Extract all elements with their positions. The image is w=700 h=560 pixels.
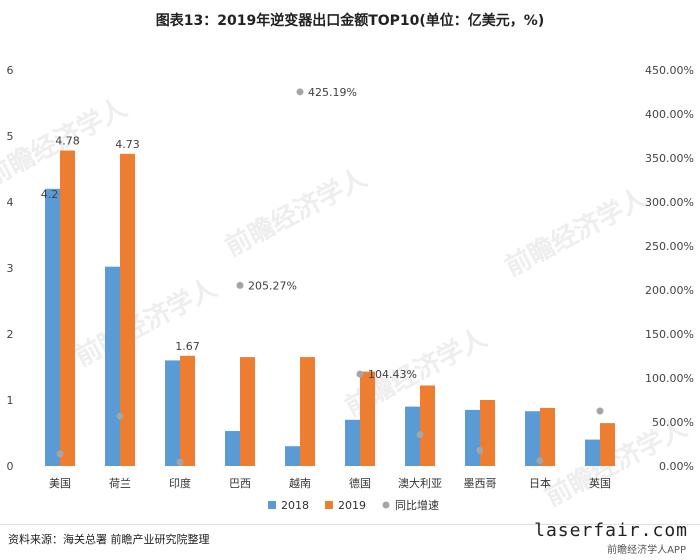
right-axis-tick-label: 200.00% [645,284,694,297]
right-axis-tick-label: 400.00% [645,108,694,121]
bar-2018 [165,360,180,466]
data-label: 104.43% [368,368,417,381]
left-axis: 0 1 2 3 4 5 6 [7,64,14,473]
growth-point [596,407,604,415]
legend-label: 2019 [338,499,366,512]
watermark-text: laserfair.com [534,520,688,541]
right-axis-tick-label: 100.00% [645,372,694,385]
growth-point [476,446,484,454]
category-label: 澳大利亚 [398,476,442,490]
bar-2019 [540,407,555,466]
data-label: 4.78 [55,135,80,148]
category-label: 荷兰 [109,477,131,490]
data-label: 4.73 [115,138,140,151]
bar-2018 [45,188,60,467]
chart-title: 图表13：2019年逆变器出口金额TOP10(单位：亿美元，%) [155,13,545,29]
legend-swatch [382,501,390,509]
bar-2019 [120,153,135,466]
growth-point [356,370,364,378]
source-note: 资料来源：海关总署 前瞻产业研究院整理 [8,533,210,546]
category-label: 墨西哥 [464,477,497,490]
data-label: 4.2 [41,188,59,201]
right-axis-tick-label: 350.00% [645,152,694,165]
bar-2019 [60,150,75,466]
bar-2019 [360,371,375,466]
category-label: 英国 [589,476,611,490]
legend-label: 同比增速 [395,498,439,512]
legend: 2018 2019 同比增速 [268,498,439,512]
growth-point [236,281,244,289]
growth-point [176,458,184,466]
left-axis-tick-label: 6 [7,64,14,77]
category-label: 越南 [289,476,311,490]
watermark-mark: 前瞻经济学人 [220,162,372,263]
bar-2019 [300,357,315,466]
left-axis-tick-label: 2 [7,328,14,341]
legend-swatch [268,501,276,509]
bar-2018 [405,406,420,466]
right-axis-tick-label: 250.00% [645,240,694,253]
growth-point [536,457,544,465]
bar-2018 [105,266,120,466]
right-axis-tick-label: 300.00% [645,196,694,209]
growth-point [116,412,124,420]
left-axis-tick-label: 5 [7,130,14,143]
data-label: 1.67 [175,340,200,353]
left-axis-tick-label: 3 [7,262,14,275]
category-label: 美国 [49,477,71,490]
bar-2018 [285,446,300,466]
category-label: 巴西 [229,477,251,490]
left-axis-tick-label: 1 [7,394,14,407]
category-label: 德国 [349,476,371,490]
watermark-mark: 前瞻经济学人 [500,182,652,283]
left-axis-tick-label: 4 [7,196,14,209]
right-axis: 0.00% 50.00% 100.00% 150.00% 200.00% 250.00% 3… [645,64,694,473]
right-axis-tick-label: 50.00% [652,416,694,429]
right-axis-tick-label: 450.00% [645,64,694,77]
growth-point [296,88,304,96]
watermark-mark: 前瞻经济学人 [70,272,222,373]
growth-point [56,450,64,458]
right-axis-tick-label: 0.00% [659,460,694,473]
category-label: 日本 [529,476,551,490]
footer-divider [0,524,700,525]
category-label: 印度 [169,476,191,490]
data-label: 425.19% [308,86,357,99]
data-label-layer: 4.2 4.78 4.73 1.67 205.27% 425.19% 104.43% [41,86,417,381]
app-label: 前瞻经济学人APP [607,545,686,556]
category-labels: 美国 荷兰 印度 巴西 越南 德国 澳大利亚 墨西哥 日本 英国 [49,476,611,490]
bar-2019 [420,385,435,466]
bar-2019 [480,400,495,466]
bar-2018 [465,409,480,466]
left-axis-tick-label: 0 [7,460,14,473]
bar-2018 [225,431,240,466]
legend-label: 2018 [281,499,309,512]
growth-point [416,431,424,439]
bar-2019 [240,357,255,466]
right-axis-tick-label: 150.00% [645,328,694,341]
bar-layer [45,150,615,467]
point-layer [56,88,604,466]
bar-2018 [525,411,540,466]
bar-2019 [180,355,195,466]
bar-2018 [585,439,600,466]
bar-2019 [600,423,615,466]
legend-swatch [325,501,333,509]
data-label: 205.27% [248,279,297,292]
bar-2018 [345,419,360,466]
